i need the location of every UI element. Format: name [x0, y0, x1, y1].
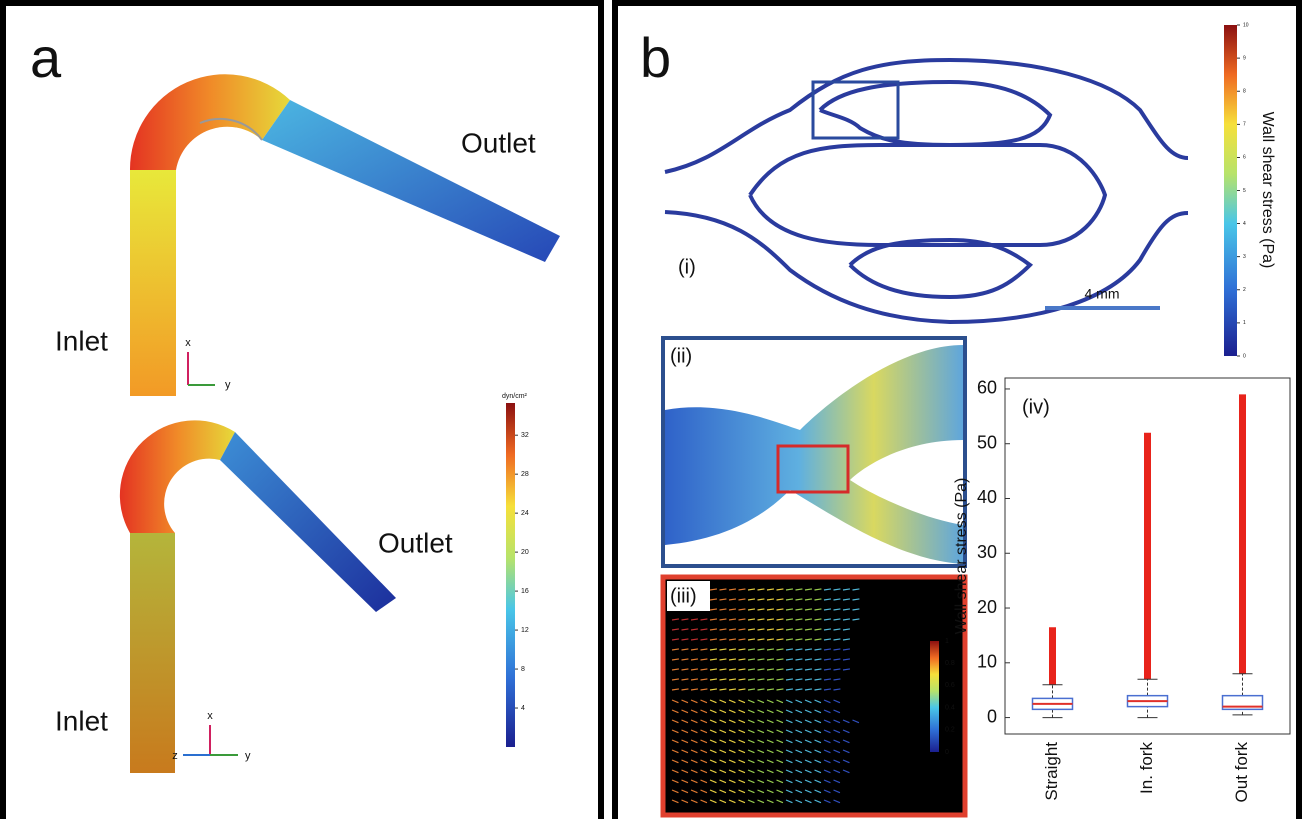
colorbar-tick-label: 10	[1243, 22, 1249, 28]
colorbar-tick-label: 0	[1243, 353, 1246, 359]
y-tick-label: 40	[977, 487, 997, 507]
colorbar-tick-label: 8	[521, 666, 525, 673]
axis-label: y	[225, 379, 231, 391]
panel-label: a	[30, 26, 62, 89]
pipe-top	[130, 74, 560, 396]
y-tick-label: 60	[977, 378, 997, 398]
outlet-label: Outlet	[461, 127, 536, 158]
outlet-label: Outlet	[378, 527, 453, 558]
colorbar-tick-label: 2	[1243, 287, 1246, 293]
vessel-network	[665, 60, 1188, 322]
axis-label: z	[172, 750, 178, 762]
x-tick-label: Out fork	[1232, 742, 1251, 803]
axis-label: y	[245, 750, 251, 762]
colorbar-tick-label: 0	[945, 749, 949, 756]
subpanel-label: (i)	[678, 256, 696, 278]
y-tick-label: 30	[977, 542, 997, 562]
x-tick-label: In. fork	[1137, 742, 1156, 794]
colorbar-tick-label: 8	[1243, 89, 1246, 95]
colorbar-tick-label: 32	[521, 432, 529, 439]
colorbar-tick-label: 0.8	[945, 660, 955, 667]
y-tick-label: 20	[977, 597, 997, 617]
subpanel-label: (iii)	[670, 585, 697, 607]
colorbar-title: Wall shear stress (Pa)	[1259, 112, 1276, 269]
colorbar-tick-label: 1	[1243, 320, 1246, 326]
colorbar-tick-label: 4	[1243, 221, 1246, 227]
chart-title: (iv)	[1022, 396, 1050, 418]
colorbar-tick-label: 4	[521, 705, 525, 712]
axis-label: x	[185, 337, 191, 349]
inlet-label: Inlet	[55, 325, 108, 356]
axis-label: x	[207, 710, 213, 722]
colorbar-tick-label: 0.2	[945, 727, 955, 734]
colorbar-tick-label: 16	[521, 588, 529, 595]
pipe-bottom	[120, 420, 396, 773]
colorbar-tick-label: 5	[1243, 188, 1246, 194]
colorbar-tick-label: 0.4	[945, 704, 955, 711]
subpanel-label: (ii)	[670, 345, 692, 367]
colorbar-unit: dyn/cm²	[502, 393, 528, 400]
colorbar-tick-label: 12	[521, 627, 529, 634]
inset-frame	[663, 577, 965, 815]
colorbar-tick-label: 20	[521, 549, 529, 556]
colorbar	[930, 641, 939, 752]
colorbar-tick-label: 24	[521, 510, 529, 517]
x-tick-label: Straight	[1042, 742, 1061, 801]
colorbar-tick-label: 28	[521, 471, 529, 478]
colorbar-tick-label: 3	[1243, 254, 1246, 260]
axes-triad	[183, 352, 238, 755]
colorbar-tick-label: 6	[1243, 155, 1246, 161]
y-axis-title: Wall shear stress (Pa)	[953, 478, 970, 635]
y-tick-label: 0	[987, 706, 997, 726]
figure: a Outlet Inlet x y Outlet Inlet x z y dy…	[0, 0, 1303, 819]
colorbar-tick-label: 9	[1243, 55, 1246, 61]
scale-bar-label: 4 mm	[1085, 286, 1120, 302]
colorbar-tick-label: 7	[1243, 122, 1246, 128]
colorbar	[506, 403, 515, 747]
y-tick-label: 50	[977, 432, 997, 452]
colorbar-tick-label: 1	[945, 638, 949, 645]
panel-label: b	[640, 26, 671, 89]
colorbar-tick-label: 0.6	[945, 682, 955, 689]
inlet-label: Inlet	[55, 705, 108, 736]
colorbar	[1224, 25, 1237, 356]
y-tick-label: 10	[977, 652, 997, 672]
